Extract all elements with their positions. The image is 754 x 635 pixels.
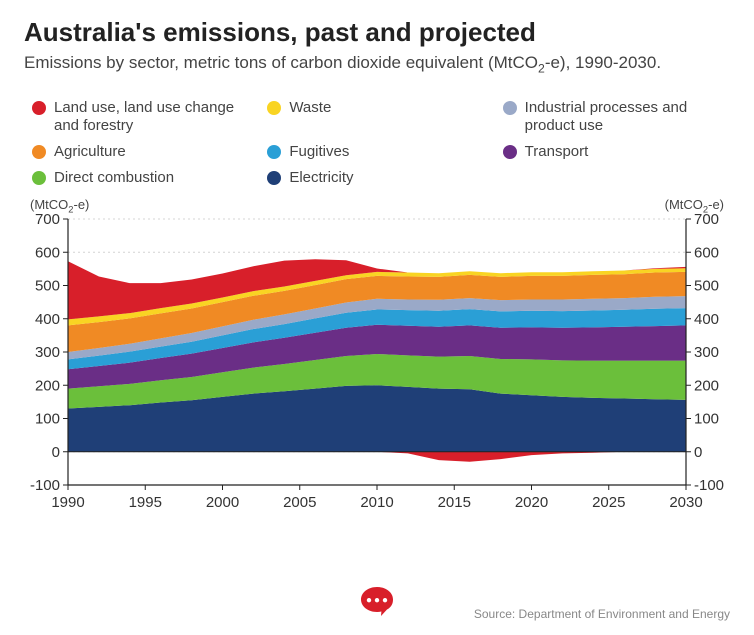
area-chart: -100 -100 0 0 100 100 200 200 300 300 400 400 500 500… — [24, 201, 730, 531]
chart-container: (MtCO2-e) (MtCO2-e) -100-100001001002002… — [24, 201, 730, 536]
legend-swatch — [32, 171, 46, 185]
svg-text:2025: 2025 — [592, 494, 625, 511]
svg-text:600: 600 — [35, 244, 60, 261]
svg-text:700: 700 — [35, 211, 60, 228]
svg-text:-100: -100 — [694, 477, 724, 494]
svg-text:300: 300 — [694, 344, 719, 361]
legend-item: Waste — [267, 99, 494, 135]
svg-text:0: 0 — [694, 444, 702, 461]
svg-text:100: 100 — [35, 410, 60, 427]
legend: Land use, land use change and forestry Wa… — [32, 99, 730, 187]
svg-text:400: 400 — [35, 311, 60, 328]
legend-item: Agriculture — [32, 143, 259, 161]
svg-text:1995: 1995 — [129, 494, 162, 511]
legend-item: Land use, land use change and forestry — [32, 99, 259, 135]
legend-label: Industrial processes and product use — [525, 99, 730, 135]
svg-text:2015: 2015 — [438, 494, 471, 511]
svg-text:2020: 2020 — [515, 494, 548, 511]
svg-text:1990: 1990 — [51, 494, 84, 511]
legend-swatch — [267, 145, 281, 159]
chart-subtitle: Emissions by sector, metric tons of carb… — [24, 52, 730, 77]
legend-label: Fugitives — [289, 143, 349, 161]
legend-label: Land use, land use change and forestry — [54, 99, 259, 135]
svg-text:2000: 2000 — [206, 494, 239, 511]
svg-text:500: 500 — [694, 277, 719, 294]
legend-label: Transport — [525, 143, 589, 161]
svg-text:2030: 2030 — [669, 494, 702, 511]
svg-text:700: 700 — [694, 211, 719, 228]
svg-text:400: 400 — [694, 311, 719, 328]
svg-text:2010: 2010 — [360, 494, 393, 511]
legend-swatch — [503, 101, 517, 115]
svg-text:200: 200 — [694, 377, 719, 394]
svg-text:100: 100 — [694, 410, 719, 427]
legend-label: Waste — [289, 99, 331, 117]
legend-label: Agriculture — [54, 143, 126, 161]
svg-text:300: 300 — [35, 344, 60, 361]
legend-swatch — [32, 145, 46, 159]
svg-text:500: 500 — [35, 277, 60, 294]
legend-item: Direct combustion — [32, 169, 259, 187]
svg-text:200: 200 — [35, 377, 60, 394]
svg-text:2005: 2005 — [283, 494, 316, 511]
legend-label: Electricity — [289, 169, 353, 187]
legend-swatch — [267, 101, 281, 115]
legend-item: Electricity — [267, 169, 494, 187]
chart-title: Australia's emissions, past and projecte… — [24, 18, 730, 48]
legend-item: Industrial processes and product use — [503, 99, 730, 135]
legend-label: Direct combustion — [54, 169, 174, 187]
svg-text:600: 600 — [694, 244, 719, 261]
source-attribution: Source: Department of Environment and En… — [474, 607, 730, 623]
legend-item: Transport — [503, 143, 730, 161]
svg-text:0: 0 — [52, 444, 60, 461]
svg-text:-100: -100 — [30, 477, 60, 494]
publisher-logo-icon — [359, 586, 395, 621]
legend-swatch — [267, 171, 281, 185]
legend-swatch — [32, 101, 46, 115]
legend-swatch — [503, 145, 517, 159]
legend-item: Fugitives — [267, 143, 494, 161]
